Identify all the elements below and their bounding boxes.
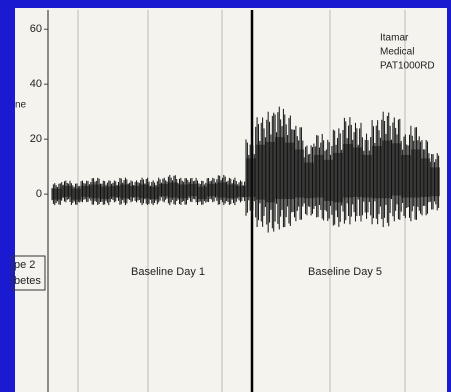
signal-core xyxy=(421,158,431,196)
signal-core xyxy=(139,185,149,199)
signal-core xyxy=(149,187,159,199)
signal-core xyxy=(304,163,314,199)
signal-core xyxy=(178,185,188,199)
signal-core xyxy=(101,187,111,199)
signal-core xyxy=(333,153,343,202)
device-label: PAT1000RD xyxy=(380,61,435,72)
signal-core xyxy=(246,158,256,196)
y-tick-label: 0 xyxy=(36,188,42,200)
y-tick-label: 40 xyxy=(30,78,42,90)
signal-core xyxy=(362,155,372,198)
box-text: pe 2 xyxy=(14,259,35,271)
signal-core xyxy=(372,146,382,198)
signal-core xyxy=(382,141,392,199)
signal-core xyxy=(217,182,227,197)
signal-core xyxy=(275,137,285,199)
signal-core xyxy=(130,186,140,197)
y-axis-label: ne xyxy=(15,100,27,111)
signal-core xyxy=(411,149,421,197)
signal-core xyxy=(81,186,91,197)
signal-core xyxy=(324,160,334,201)
signal-core xyxy=(392,143,402,195)
signal-core xyxy=(295,149,305,197)
annotation: Baseline Day 1 xyxy=(131,266,205,278)
chart: ne pe 2 betes Baseline Day 1 Baseline Da… xyxy=(0,0,451,392)
signal-core xyxy=(71,189,81,200)
device-label: Itamar xyxy=(380,33,409,44)
y-tick-label: 20 xyxy=(30,133,42,145)
signal-core xyxy=(236,186,246,197)
signal-core xyxy=(401,155,411,198)
signal-core xyxy=(52,189,62,200)
signal-core xyxy=(168,182,178,197)
signal-core xyxy=(430,167,440,196)
signal-core xyxy=(256,145,266,200)
device-label: Medical xyxy=(380,47,414,58)
signal-core xyxy=(120,185,130,199)
y-tick-label: 60 xyxy=(30,23,42,35)
signal-core xyxy=(285,143,295,199)
signal-core xyxy=(314,155,324,198)
annotation: Baseline Day 5 xyxy=(308,266,382,278)
signal-core xyxy=(265,142,275,202)
signal-core xyxy=(188,184,198,196)
signal-core xyxy=(353,147,363,196)
signal-core xyxy=(159,184,169,196)
signal-core xyxy=(91,185,101,199)
signal-core xyxy=(207,184,217,196)
signal-core xyxy=(62,186,72,197)
box-text: betes xyxy=(14,275,41,287)
signal-core xyxy=(110,186,120,197)
signal-core xyxy=(343,144,353,198)
signal-core xyxy=(198,187,208,199)
signal-core xyxy=(227,185,237,199)
